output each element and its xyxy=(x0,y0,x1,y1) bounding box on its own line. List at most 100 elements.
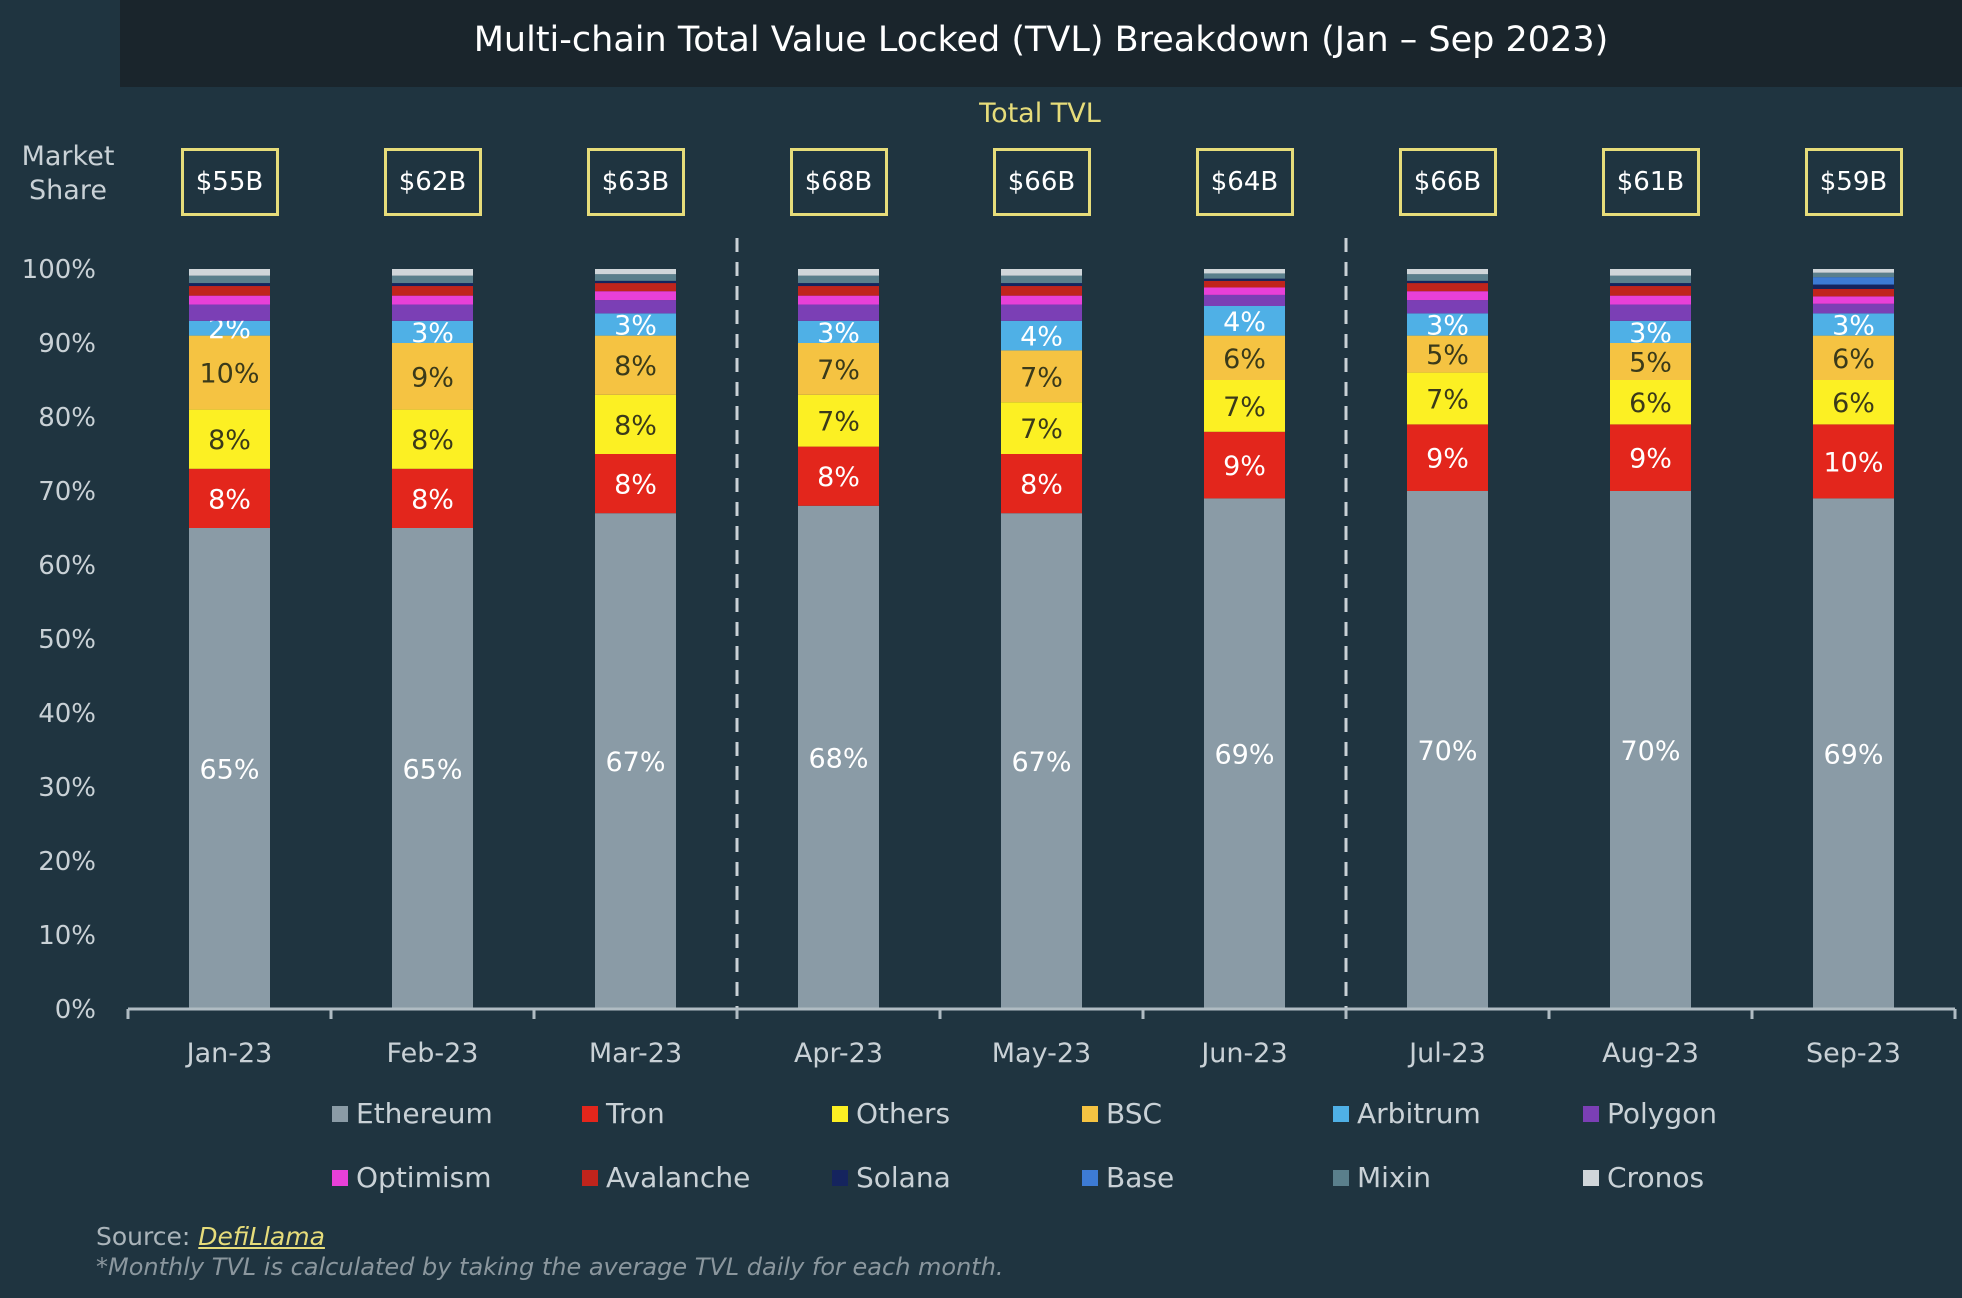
data-label-ethereum: 70% xyxy=(1417,736,1477,767)
bar-segment-tron xyxy=(1407,424,1488,491)
bar-segment-arbitrum xyxy=(798,320,879,343)
legend-swatch xyxy=(1082,1105,1098,1122)
source: Source: DefiLlama xyxy=(96,1222,325,1251)
data-label-others: 8% xyxy=(614,410,657,441)
bar-segment-cronos xyxy=(1813,269,1894,273)
legend-label: Solana xyxy=(856,1161,951,1194)
total-tvl-box: $61B xyxy=(1601,148,1700,216)
bar-segment-cronos xyxy=(798,269,879,276)
bar-segment-optimism xyxy=(1610,295,1691,305)
y-tick-label: 100% xyxy=(22,255,96,285)
data-label-ethereum: 69% xyxy=(1214,740,1274,771)
x-tick-label: Jul-23 xyxy=(1407,1038,1486,1069)
data-label-arbitrum: 3% xyxy=(1832,311,1875,342)
bar-segment-mixin xyxy=(595,274,676,281)
total-tvl-box: $64B xyxy=(1195,148,1294,216)
x-tick-label: Jan-23 xyxy=(185,1038,273,1069)
bar-segment-optimism xyxy=(392,295,473,305)
data-label-bsc: 9% xyxy=(411,362,454,393)
bar-segment-arbitrum xyxy=(189,320,270,336)
legend-swatch xyxy=(1082,1169,1098,1186)
data-label-tron: 8% xyxy=(411,484,454,515)
total-tvl-box: $62B xyxy=(383,148,482,216)
x-tick-label: Aug-23 xyxy=(1602,1038,1699,1069)
bar-segment-bsc xyxy=(595,335,676,395)
legend-swatch xyxy=(582,1105,598,1122)
y-tick-label: 50% xyxy=(38,625,96,655)
data-label-tron: 8% xyxy=(614,470,657,501)
data-label-others: 6% xyxy=(1832,388,1875,419)
legend-label: Avalanche xyxy=(606,1161,751,1194)
y-tick-label: 10% xyxy=(38,921,96,951)
data-label-ethereum: 69% xyxy=(1823,740,1883,771)
bar-segment-others xyxy=(189,409,270,469)
bar-segment-tron xyxy=(189,468,270,528)
source-link[interactable]: DefiLlama xyxy=(198,1222,325,1251)
data-label-bsc: 5% xyxy=(1426,340,1469,371)
bar-segment-cronos xyxy=(1407,269,1488,275)
legend-swatch xyxy=(332,1105,348,1122)
legend-swatch xyxy=(1583,1105,1599,1122)
data-label-arbitrum: 3% xyxy=(1426,311,1469,342)
y-tick-label: 30% xyxy=(38,773,96,803)
data-label-ethereum: 65% xyxy=(402,755,462,786)
legend-label: BSC xyxy=(1106,1097,1163,1130)
bar-segment-polygon xyxy=(1407,300,1488,314)
legend-swatch xyxy=(1333,1105,1349,1122)
legend-item-polygon: Polygon xyxy=(1583,1097,1717,1130)
legend-item-arbitrum: Arbitrum xyxy=(1333,1097,1481,1130)
data-label-tron: 9% xyxy=(1629,444,1672,475)
total-tvl-heading: Total TVL xyxy=(979,98,1101,129)
legend-item-bsc: BSC xyxy=(1082,1097,1162,1130)
bar-segment-solana xyxy=(1407,280,1488,284)
data-label-others: 7% xyxy=(1020,414,1063,445)
y-tick-label: 80% xyxy=(38,403,96,433)
legend-item-tron: Tron xyxy=(582,1097,665,1130)
y-tick-label: 90% xyxy=(38,329,96,359)
bar-segment-arbitrum xyxy=(595,313,676,336)
bar-segment-cronos xyxy=(1610,269,1691,276)
bar-segment-mixin xyxy=(1813,272,1894,278)
bar-segment-tron xyxy=(392,468,473,528)
data-label-others: 6% xyxy=(1629,388,1672,419)
bar-segment-others xyxy=(1813,380,1894,425)
bar-segment-mixin xyxy=(1001,275,1082,284)
footnote: *Monthly TVL is calculated by taking the… xyxy=(96,1253,1004,1281)
total-tvl-box: $66B xyxy=(992,148,1091,216)
data-label-arbitrum: 3% xyxy=(817,318,860,349)
legend-swatch xyxy=(582,1169,598,1186)
bar-segment-mixin xyxy=(392,275,473,284)
bar-segment-cronos xyxy=(189,269,270,276)
x-tick-label: Apr-23 xyxy=(794,1038,883,1069)
bar-segment-mixin xyxy=(1407,274,1488,281)
total-tvl-box: $63B xyxy=(586,148,685,216)
bar-segment-bsc xyxy=(189,335,270,410)
total-tvl-box: $55B xyxy=(180,148,279,216)
bar-segment-optimism xyxy=(1204,287,1285,295)
bar-segment-polygon xyxy=(189,304,270,321)
bar-segment-mixin xyxy=(1204,273,1285,279)
source-label: Source: xyxy=(96,1222,191,1251)
data-label-bsc: 10% xyxy=(199,359,259,390)
bar-segment-tron xyxy=(798,446,879,506)
bar-segment-ethereum xyxy=(392,528,473,1009)
data-label-ethereum: 68% xyxy=(808,743,868,774)
data-label-tron: 8% xyxy=(208,484,251,515)
legend-label: Optimism xyxy=(356,1161,492,1194)
total-tvl-box: $59B xyxy=(1804,148,1903,216)
bar-segment-polygon xyxy=(1001,304,1082,321)
data-label-bsc: 7% xyxy=(817,355,860,386)
data-label-ethereum: 67% xyxy=(1011,747,1071,778)
bar-segment-arbitrum xyxy=(1204,306,1285,336)
bar-segment-arbitrum xyxy=(1001,320,1082,351)
legend-item-ethereum: Ethereum xyxy=(332,1097,493,1130)
legend-swatch xyxy=(832,1169,848,1186)
legend-swatch xyxy=(1333,1169,1349,1186)
data-label-tron: 8% xyxy=(1020,470,1063,501)
y-tick-label: 0% xyxy=(55,995,96,1025)
bar-segment-polygon xyxy=(798,304,879,321)
x-tick-label: Feb-23 xyxy=(387,1038,479,1069)
bar-segment-tron xyxy=(1813,424,1894,499)
bar-segment-optimism xyxy=(1813,296,1894,304)
data-label-arbitrum: 4% xyxy=(1223,307,1266,338)
